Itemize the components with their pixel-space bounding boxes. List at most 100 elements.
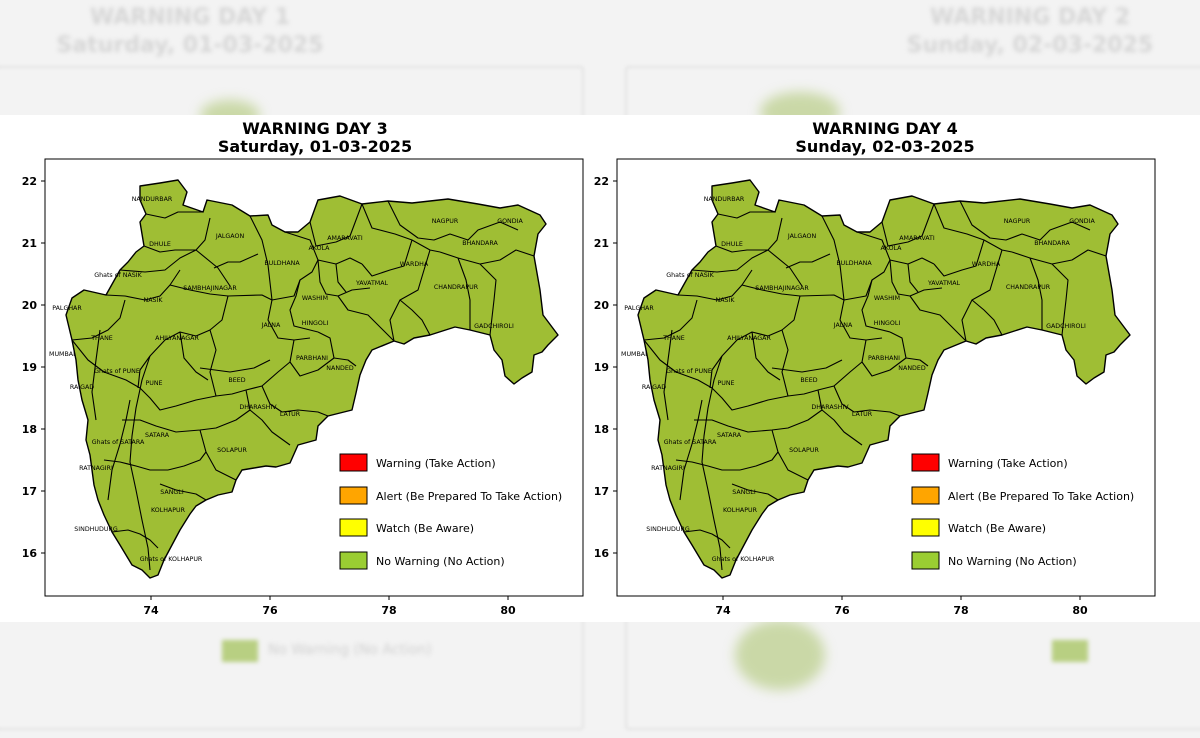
district-label: PUNE	[717, 380, 734, 387]
legend-swatch	[339, 486, 368, 505]
district-label: PARBHANI	[868, 355, 900, 362]
district-label: BHANDARA	[1034, 240, 1070, 247]
legend-label: Warning (Take Action)	[376, 457, 496, 470]
district-border	[361, 203, 441, 253]
y-tick-label: 21	[594, 237, 609, 250]
x-tick-label: 78	[953, 604, 968, 617]
district-border	[1051, 263, 1069, 336]
district-border	[209, 329, 217, 397]
district-border	[971, 299, 1003, 336]
district-label: Ghats of NASIK	[94, 272, 142, 279]
legend-label: Watch (Be Aware)	[376, 522, 474, 535]
district-label: BEED	[228, 377, 245, 384]
district-border	[335, 263, 347, 293]
district-border	[1029, 257, 1043, 330]
legend-swatch	[911, 551, 940, 570]
ghost-legend-text-left: No Warning (No Action)	[268, 642, 432, 658]
district-border	[105, 269, 181, 301]
district-border	[691, 249, 769, 273]
legend-label: Watch (Be Aware)	[948, 522, 1046, 535]
district-label: WASHIM	[302, 295, 328, 302]
district-border	[643, 339, 713, 389]
district-label: NANDED	[898, 365, 926, 372]
district-border	[961, 249, 1003, 342]
district-border	[139, 387, 217, 411]
ghost-title-left: WARNING DAY 1 Saturday, 01-03-2025	[56, 5, 324, 58]
district-label: BEED	[800, 377, 817, 384]
district-border	[91, 329, 101, 421]
y-tick-label: 20	[22, 299, 38, 312]
district-border	[679, 399, 703, 501]
district-label: DHARASHIV	[239, 404, 277, 411]
district-border	[439, 249, 535, 265]
y-tick-label: 19	[22, 361, 37, 374]
district-border	[821, 215, 845, 301]
axes-frame	[44, 158, 584, 597]
district-border	[137, 339, 166, 389]
district-label: DHULE	[149, 241, 171, 248]
legend-label: No Warning (No Action)	[376, 555, 505, 568]
district-border	[771, 429, 809, 481]
district-border	[933, 239, 985, 277]
district-label: AHILYANAGAR	[155, 335, 199, 342]
district-label: SOLAPUR	[789, 447, 819, 454]
district-border	[317, 259, 371, 297]
district-border	[741, 284, 845, 301]
district-label: Ghats of SATARA	[664, 439, 717, 446]
district-label: JALNA	[261, 322, 281, 329]
mumbai-label: MUMBAI	[621, 351, 647, 358]
district-label: AMARAVATI	[327, 235, 363, 242]
panel-subtitle: Sunday, 02-03-2025	[795, 137, 975, 156]
district-border	[833, 385, 901, 417]
district-label: PUNE	[145, 380, 162, 387]
x-tick-label: 74	[143, 604, 159, 617]
legend-label: Alert (Be Prepared To Take Action)	[376, 490, 562, 503]
district-label: GADCHIROLI	[474, 323, 514, 330]
district-label: HINGOLI	[302, 320, 329, 327]
district-border	[767, 249, 803, 287]
district-label: HINGOLI	[874, 320, 901, 327]
district-label: AHILYANAGAR	[727, 335, 771, 342]
district-label: NASIK	[143, 297, 163, 304]
district-border	[107, 399, 131, 501]
district-label: DHARASHIV	[811, 404, 849, 411]
district-border	[179, 331, 209, 381]
background-bottom-blur	[0, 622, 1200, 738]
district-border	[361, 239, 413, 277]
map-panel-day-4: WARNING DAY 4 Sunday, 02-03-2025 NANDURB…	[590, 115, 1180, 622]
district-border	[694, 409, 823, 433]
district-label: GONDIA	[1069, 218, 1095, 225]
district-border	[663, 329, 673, 421]
district-border	[861, 279, 891, 333]
district-label: Ghats of PUNE	[666, 368, 712, 375]
district-border	[711, 387, 789, 411]
district-label: RATNAGIRI	[79, 465, 113, 472]
district-border	[215, 361, 291, 397]
district-border	[751, 331, 781, 381]
district-label: SINDHUDURG	[74, 526, 118, 533]
x-tick-label: 78	[381, 604, 396, 617]
map-figure: NANDURBAR DHULE JALGAON Ghats of NASIK NASIK…	[594, 158, 1156, 617]
district-label: SATARA	[145, 432, 170, 439]
district-border	[199, 359, 271, 373]
district-border	[861, 339, 907, 377]
district-label: SANGLI	[732, 489, 756, 496]
district-label: GADCHIROLI	[1046, 323, 1086, 330]
x-tick-label: 74	[715, 604, 731, 617]
y-tick-label: 19	[594, 361, 609, 374]
legend-label: Warning (Take Action)	[948, 457, 1068, 470]
y-tick-label: 22	[22, 175, 37, 188]
district-border	[169, 284, 273, 301]
district-label: NANDED	[326, 365, 354, 372]
district-label: NANDURBAR	[704, 196, 745, 203]
district-label: SAMBHAJINAGAR	[183, 285, 237, 292]
district-border	[959, 200, 1091, 241]
district-label: AKOLA	[880, 245, 902, 252]
district-border	[1011, 249, 1107, 265]
ghost-title-right: WARNING DAY 2 Sunday, 02-03-2025	[906, 5, 1154, 58]
district-border	[933, 203, 1013, 253]
district-label: CHANDRAPUR	[1006, 284, 1051, 291]
district-border	[249, 215, 273, 301]
district-border	[129, 355, 151, 571]
district-label: THANE	[662, 335, 685, 342]
